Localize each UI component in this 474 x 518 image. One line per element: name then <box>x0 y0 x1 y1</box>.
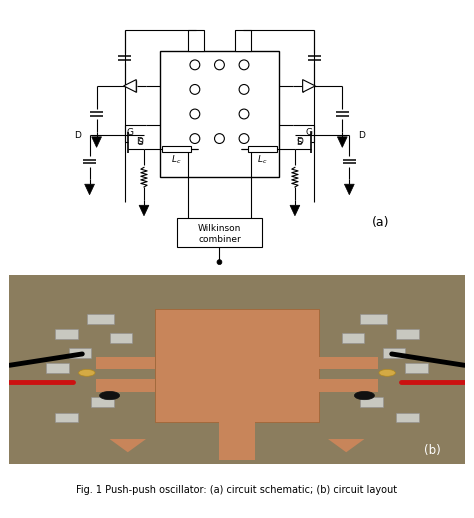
Text: (a): (a) <box>372 217 390 229</box>
Bar <box>177 218 262 248</box>
Circle shape <box>190 60 200 70</box>
Circle shape <box>79 369 95 376</box>
Polygon shape <box>91 137 101 147</box>
Circle shape <box>100 392 119 400</box>
Text: G: G <box>127 128 133 137</box>
Bar <box>55 329 78 339</box>
Bar <box>162 146 191 152</box>
Text: $L_c$: $L_c$ <box>171 153 182 166</box>
Bar <box>235 30 251 51</box>
Polygon shape <box>345 184 354 195</box>
Bar <box>219 422 255 460</box>
Text: D: D <box>136 137 143 146</box>
Bar <box>396 329 419 339</box>
Bar <box>87 314 114 324</box>
Bar <box>96 357 155 369</box>
Bar <box>319 380 378 392</box>
Text: S: S <box>296 138 302 147</box>
Text: D: D <box>358 131 365 139</box>
Polygon shape <box>139 205 149 216</box>
Circle shape <box>239 109 249 119</box>
Bar <box>396 412 419 422</box>
Bar <box>360 397 383 407</box>
Circle shape <box>190 109 200 119</box>
Bar <box>360 314 387 324</box>
Polygon shape <box>302 80 315 92</box>
Text: D: D <box>296 137 303 146</box>
Bar <box>405 364 428 373</box>
Bar <box>96 380 155 392</box>
Circle shape <box>239 84 249 94</box>
Bar <box>46 364 69 373</box>
Text: G: G <box>305 128 312 137</box>
Bar <box>383 348 405 358</box>
Polygon shape <box>109 439 146 452</box>
Text: combiner: combiner <box>198 235 241 243</box>
Circle shape <box>217 260 222 265</box>
Polygon shape <box>328 439 365 452</box>
Polygon shape <box>290 205 300 216</box>
Text: (b): (b) <box>424 444 441 457</box>
Bar <box>69 348 91 358</box>
Bar <box>319 357 378 369</box>
Circle shape <box>190 84 200 94</box>
Polygon shape <box>124 80 136 92</box>
Bar <box>91 397 114 407</box>
Circle shape <box>190 134 200 143</box>
Bar <box>247 146 277 152</box>
Text: S: S <box>137 138 143 147</box>
Bar <box>342 333 365 342</box>
Text: $L_c$: $L_c$ <box>257 153 268 166</box>
Circle shape <box>239 134 249 143</box>
Circle shape <box>379 369 395 376</box>
Circle shape <box>215 134 224 143</box>
Bar <box>109 333 132 342</box>
Bar <box>55 412 78 422</box>
Text: Fig. 1 Push-push oscillator: (a) circuit schematic; (b) circuit layout: Fig. 1 Push-push oscillator: (a) circuit… <box>76 484 398 495</box>
Bar <box>188 30 204 51</box>
Bar <box>155 309 319 422</box>
Text: Wilkinson: Wilkinson <box>198 224 241 234</box>
Circle shape <box>215 60 224 70</box>
Polygon shape <box>85 184 94 195</box>
Bar <box>160 51 279 177</box>
Circle shape <box>239 60 249 70</box>
Text: D: D <box>74 131 81 139</box>
Polygon shape <box>337 137 347 147</box>
Circle shape <box>355 392 374 400</box>
